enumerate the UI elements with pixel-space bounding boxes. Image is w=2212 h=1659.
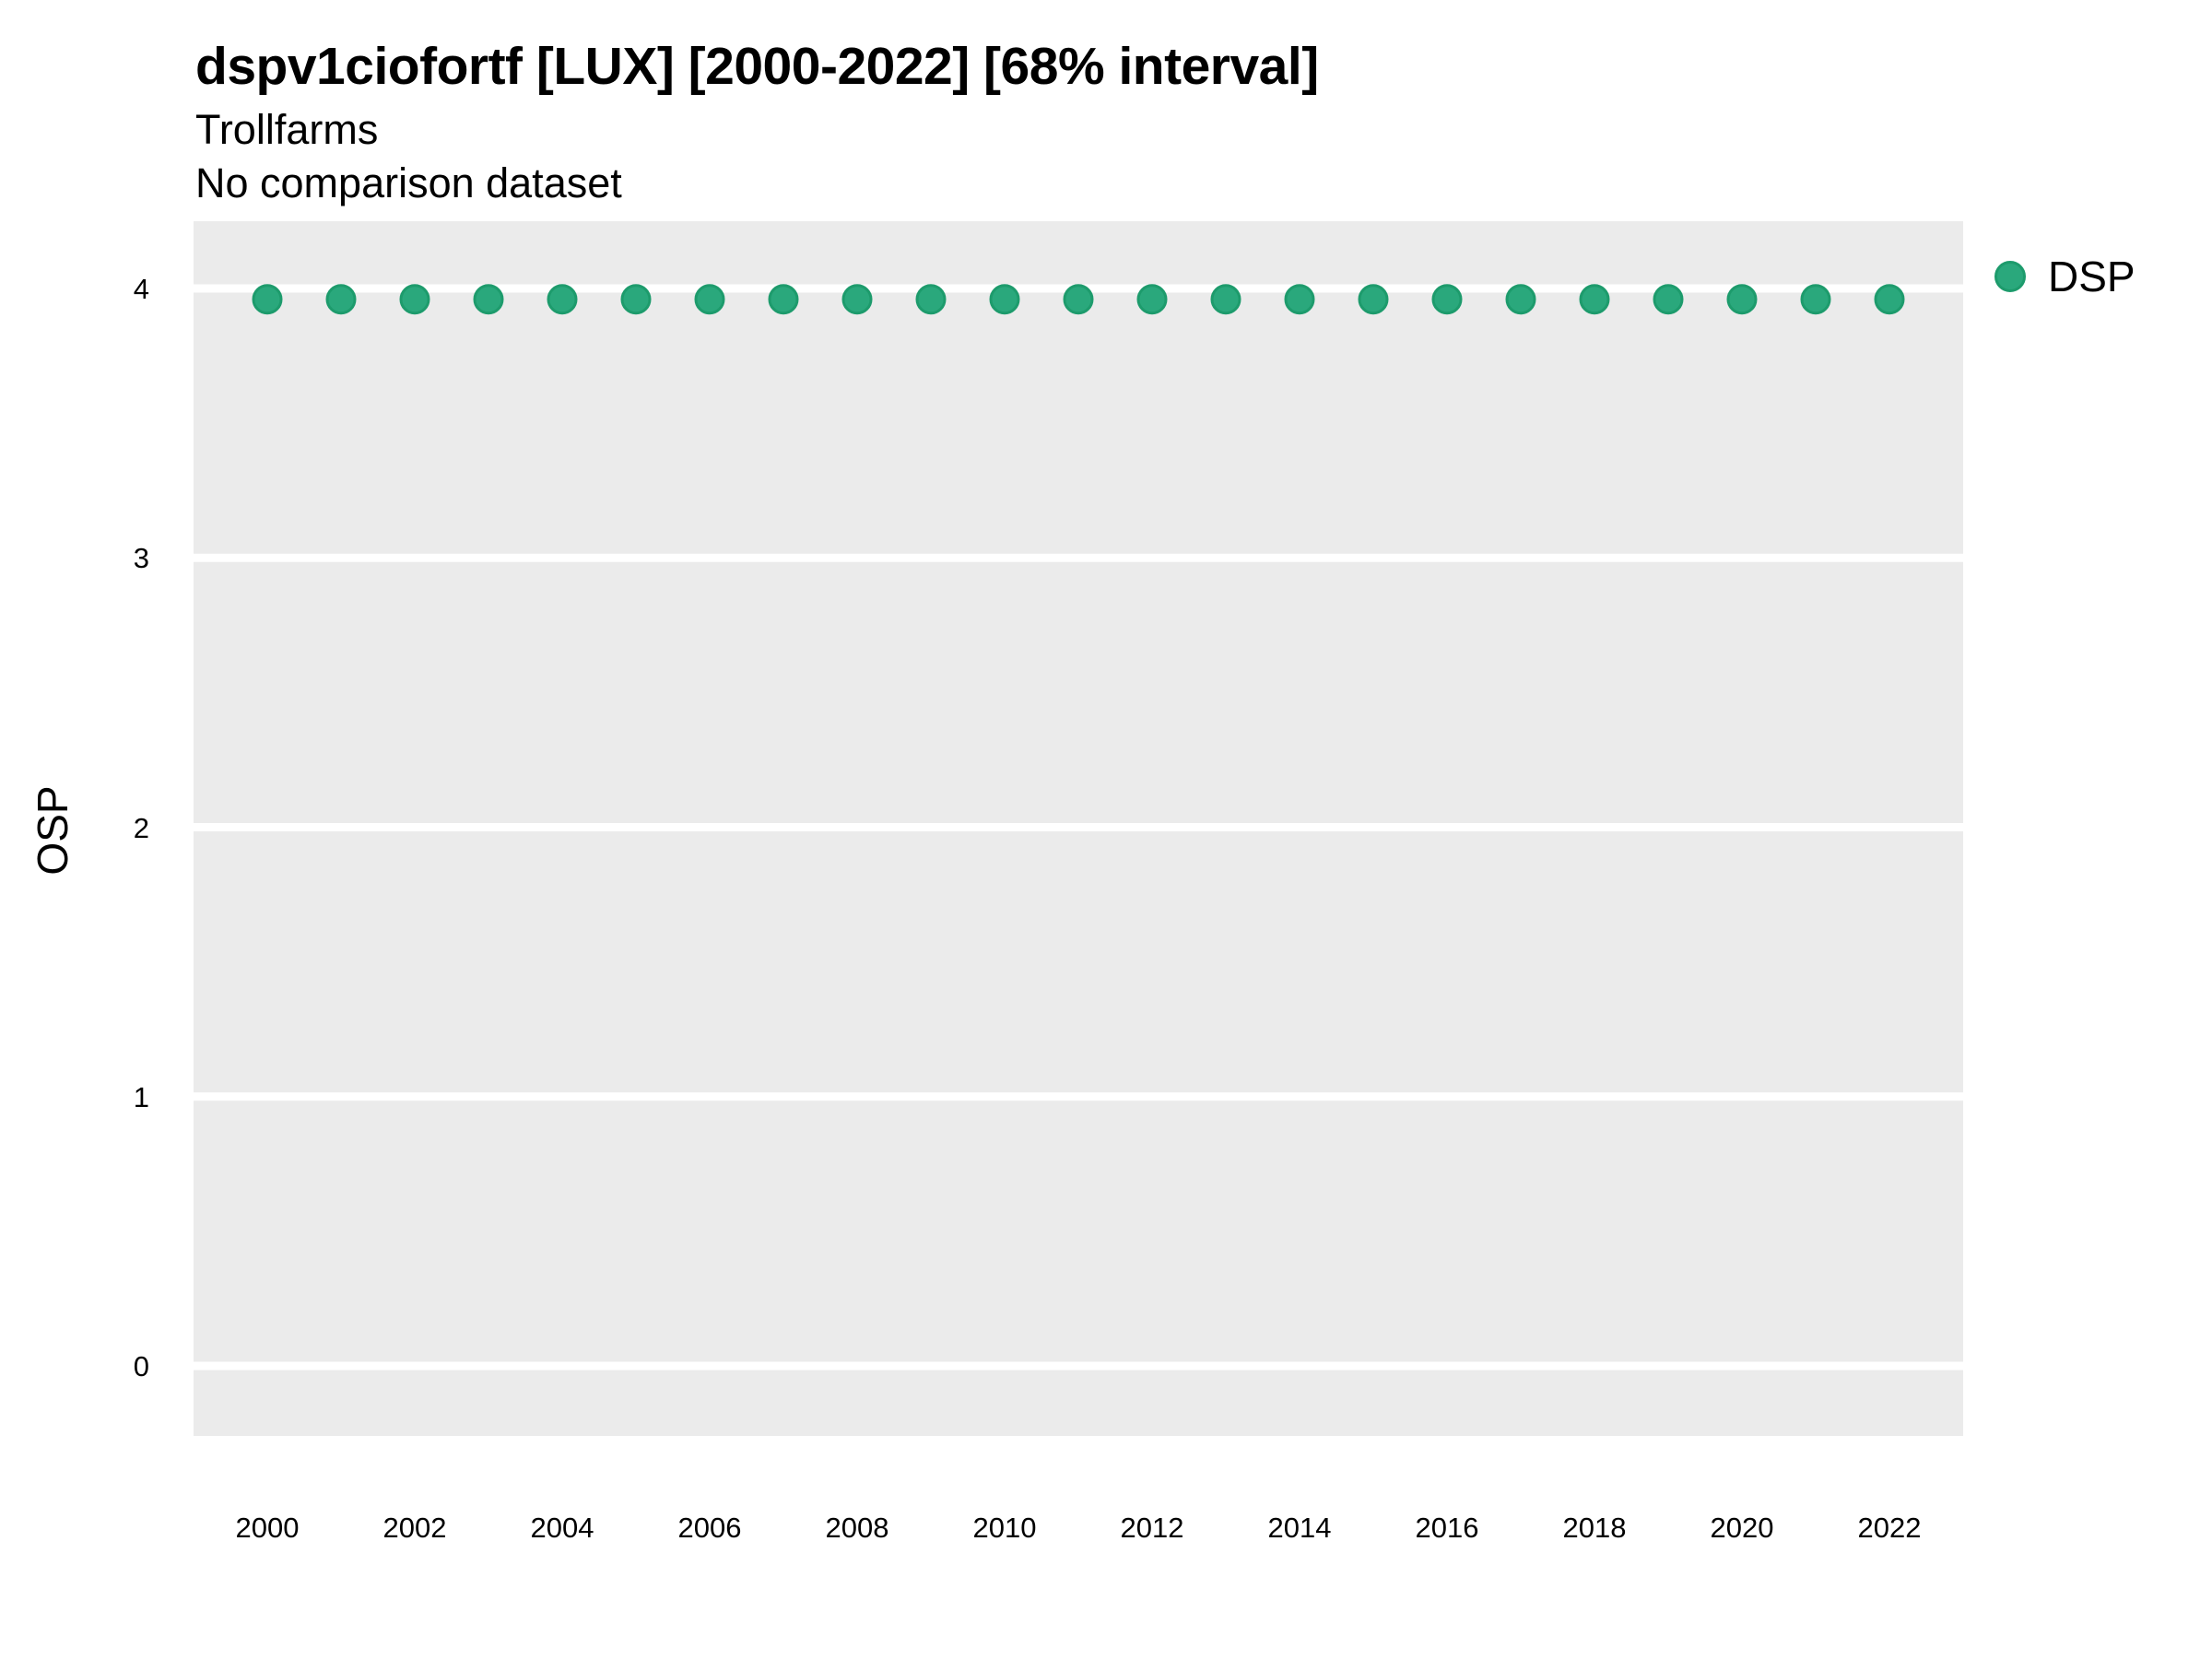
data-point bbox=[694, 284, 725, 315]
data-point bbox=[915, 284, 947, 315]
data-point bbox=[620, 284, 652, 315]
data-point bbox=[1358, 284, 1389, 315]
x-tick-label: 2018 bbox=[1562, 1512, 1627, 1544]
data-point bbox=[1505, 284, 1536, 315]
chart-title: dspv1ciofortf [LUX] [2000-2022] [68% int… bbox=[195, 37, 1319, 96]
data-point bbox=[768, 284, 799, 315]
x-tick-label: 2022 bbox=[1857, 1512, 1922, 1544]
data-point bbox=[325, 284, 357, 315]
x-tick-label: 2002 bbox=[382, 1512, 447, 1544]
data-point bbox=[252, 284, 283, 315]
data-point bbox=[1579, 284, 1610, 315]
legend-label: DSP bbox=[2048, 253, 2136, 300]
data-point bbox=[1874, 284, 1905, 315]
data-point bbox=[1136, 284, 1168, 315]
scatter-plot bbox=[194, 284, 1963, 1371]
data-point bbox=[1653, 284, 1684, 315]
x-tick-label: 2004 bbox=[530, 1512, 594, 1544]
x-tick-label: 2020 bbox=[1710, 1512, 1774, 1544]
data-point bbox=[473, 284, 504, 315]
data-point bbox=[399, 284, 430, 315]
comparison-note: No comparison dataset bbox=[195, 159, 622, 206]
x-tick-label: 2006 bbox=[677, 1512, 742, 1544]
data-point bbox=[1210, 284, 1241, 315]
data-point bbox=[1063, 284, 1094, 315]
data-point bbox=[989, 284, 1020, 315]
x-tick-label: 2016 bbox=[1415, 1512, 1479, 1544]
y-tick-label: 1 bbox=[133, 1080, 149, 1113]
y-tick-label: 0 bbox=[133, 1350, 149, 1383]
data-point bbox=[1431, 284, 1463, 315]
x-tick-label: 2014 bbox=[1267, 1512, 1332, 1544]
data-point bbox=[1800, 284, 1831, 315]
x-tick-label: 2010 bbox=[972, 1512, 1037, 1544]
data-point bbox=[841, 284, 873, 315]
legend-marker-icon bbox=[1994, 261, 2026, 292]
plot-panel bbox=[194, 221, 1963, 1436]
data-point bbox=[1284, 284, 1315, 315]
data-point bbox=[1726, 284, 1758, 315]
x-tick-label: 2008 bbox=[825, 1512, 889, 1544]
y-tick-label: 4 bbox=[133, 273, 149, 306]
y-tick-label: 3 bbox=[133, 542, 149, 575]
x-tick-label: 2000 bbox=[235, 1512, 300, 1544]
data-point bbox=[547, 284, 578, 315]
legend: DSP bbox=[1994, 254, 2136, 299]
chart-subtitle: Trollfarms bbox=[195, 106, 379, 153]
y-tick-label: 2 bbox=[133, 811, 149, 844]
x-tick-label: 2012 bbox=[1120, 1512, 1184, 1544]
